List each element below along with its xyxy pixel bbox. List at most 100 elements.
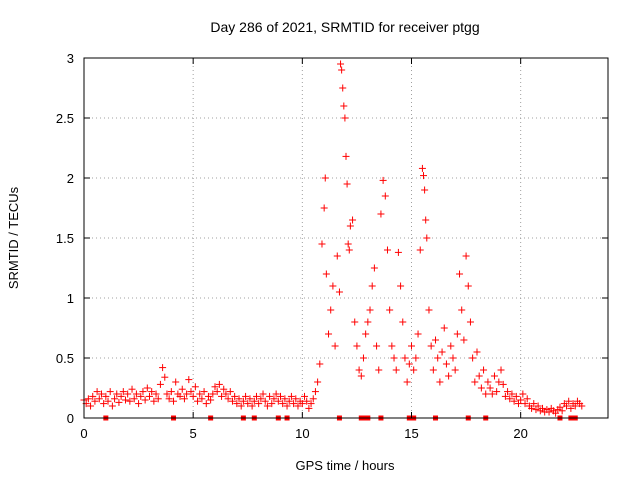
data-point: [95, 395, 103, 403]
data-point: [453, 330, 461, 338]
data-point: [248, 402, 256, 410]
data-point: [106, 388, 114, 396]
data-point: [427, 342, 435, 350]
data-point: [565, 397, 573, 405]
data-point: [397, 282, 405, 290]
data-point: [128, 385, 136, 393]
data-point: [226, 388, 234, 396]
data-point: [392, 366, 400, 374]
data-point: [279, 400, 287, 408]
data-point: [126, 397, 134, 405]
data-point: [320, 204, 328, 212]
data-point: [493, 388, 501, 396]
data-point: [530, 400, 538, 408]
data-point: [383, 246, 391, 254]
data-point: [495, 378, 503, 386]
data-point: [200, 388, 208, 396]
data-point: [244, 400, 252, 408]
data-point: [497, 366, 505, 374]
data-point: [381, 192, 389, 200]
data-point: [357, 372, 365, 380]
data-point: [403, 378, 411, 386]
data-point: [185, 376, 193, 384]
data-point: [143, 384, 151, 392]
data-point: [342, 152, 350, 160]
data-point: [578, 402, 586, 410]
data-point: [333, 252, 341, 260]
data-point: [198, 395, 206, 403]
data-point: [130, 395, 138, 403]
data-point: [508, 390, 516, 398]
data-point: [311, 388, 319, 396]
grid-layer: [84, 58, 608, 418]
data-point: [161, 373, 169, 381]
data-point: [263, 402, 271, 410]
data-point: [534, 402, 542, 410]
data-point: [152, 390, 160, 398]
data-point: [420, 172, 428, 180]
data-point: [477, 384, 485, 392]
data-point: [224, 395, 232, 403]
data-point: [218, 392, 226, 400]
data-point: [499, 380, 507, 388]
data-point: [156, 380, 164, 388]
data-point: [556, 403, 564, 411]
data-point: [233, 400, 241, 408]
data-point: [250, 397, 258, 405]
data-point: [266, 392, 274, 400]
data-point: [421, 186, 429, 194]
data-point: [281, 395, 289, 403]
data-point: [274, 397, 282, 405]
data-point: [335, 288, 343, 296]
data-point: [344, 240, 352, 248]
data-point: [484, 378, 492, 386]
data-point: [486, 384, 494, 392]
data-point: [362, 330, 370, 338]
data-point: [422, 216, 430, 224]
x-tick-label: 0: [80, 426, 87, 441]
y-tick-label: 1.5: [56, 231, 74, 246]
data-point: [191, 383, 199, 391]
data-point: [341, 114, 349, 122]
data-point: [135, 400, 143, 408]
y-tick-label: 0: [67, 411, 74, 426]
data-point: [390, 354, 398, 362]
data-point: [447, 342, 455, 350]
data-point: [445, 372, 453, 380]
data-point: [287, 392, 295, 400]
data-point: [277, 392, 284, 400]
data-point: [102, 392, 110, 400]
data-point: [436, 378, 444, 386]
data-point: [204, 392, 212, 400]
data-point: [139, 388, 147, 396]
data-point: [242, 392, 250, 400]
data-point: [345, 246, 353, 254]
data-point: [91, 397, 99, 405]
data-point: [432, 336, 440, 344]
data-point: [514, 400, 522, 408]
data-point: [466, 318, 474, 326]
data-point: [528, 404, 536, 412]
data-point: [349, 216, 357, 224]
data-point: [187, 388, 195, 396]
data-point: [423, 234, 431, 242]
data-point: [386, 306, 394, 314]
data-point: [202, 400, 210, 408]
data-point: [325, 330, 333, 338]
data-point: [303, 397, 311, 405]
data-point: [506, 395, 514, 403]
data-point: [301, 392, 309, 400]
data-point: [482, 390, 490, 398]
data-point: [321, 174, 329, 182]
data-point: [124, 390, 132, 398]
data-point: [458, 306, 466, 314]
data-point: [316, 360, 324, 368]
data-point: [132, 390, 140, 398]
data-point: [510, 397, 518, 405]
data-point: [178, 385, 186, 393]
data-point: [252, 392, 260, 400]
data-point: [401, 354, 409, 362]
data-point: [370, 264, 378, 272]
data-point: [545, 408, 553, 416]
